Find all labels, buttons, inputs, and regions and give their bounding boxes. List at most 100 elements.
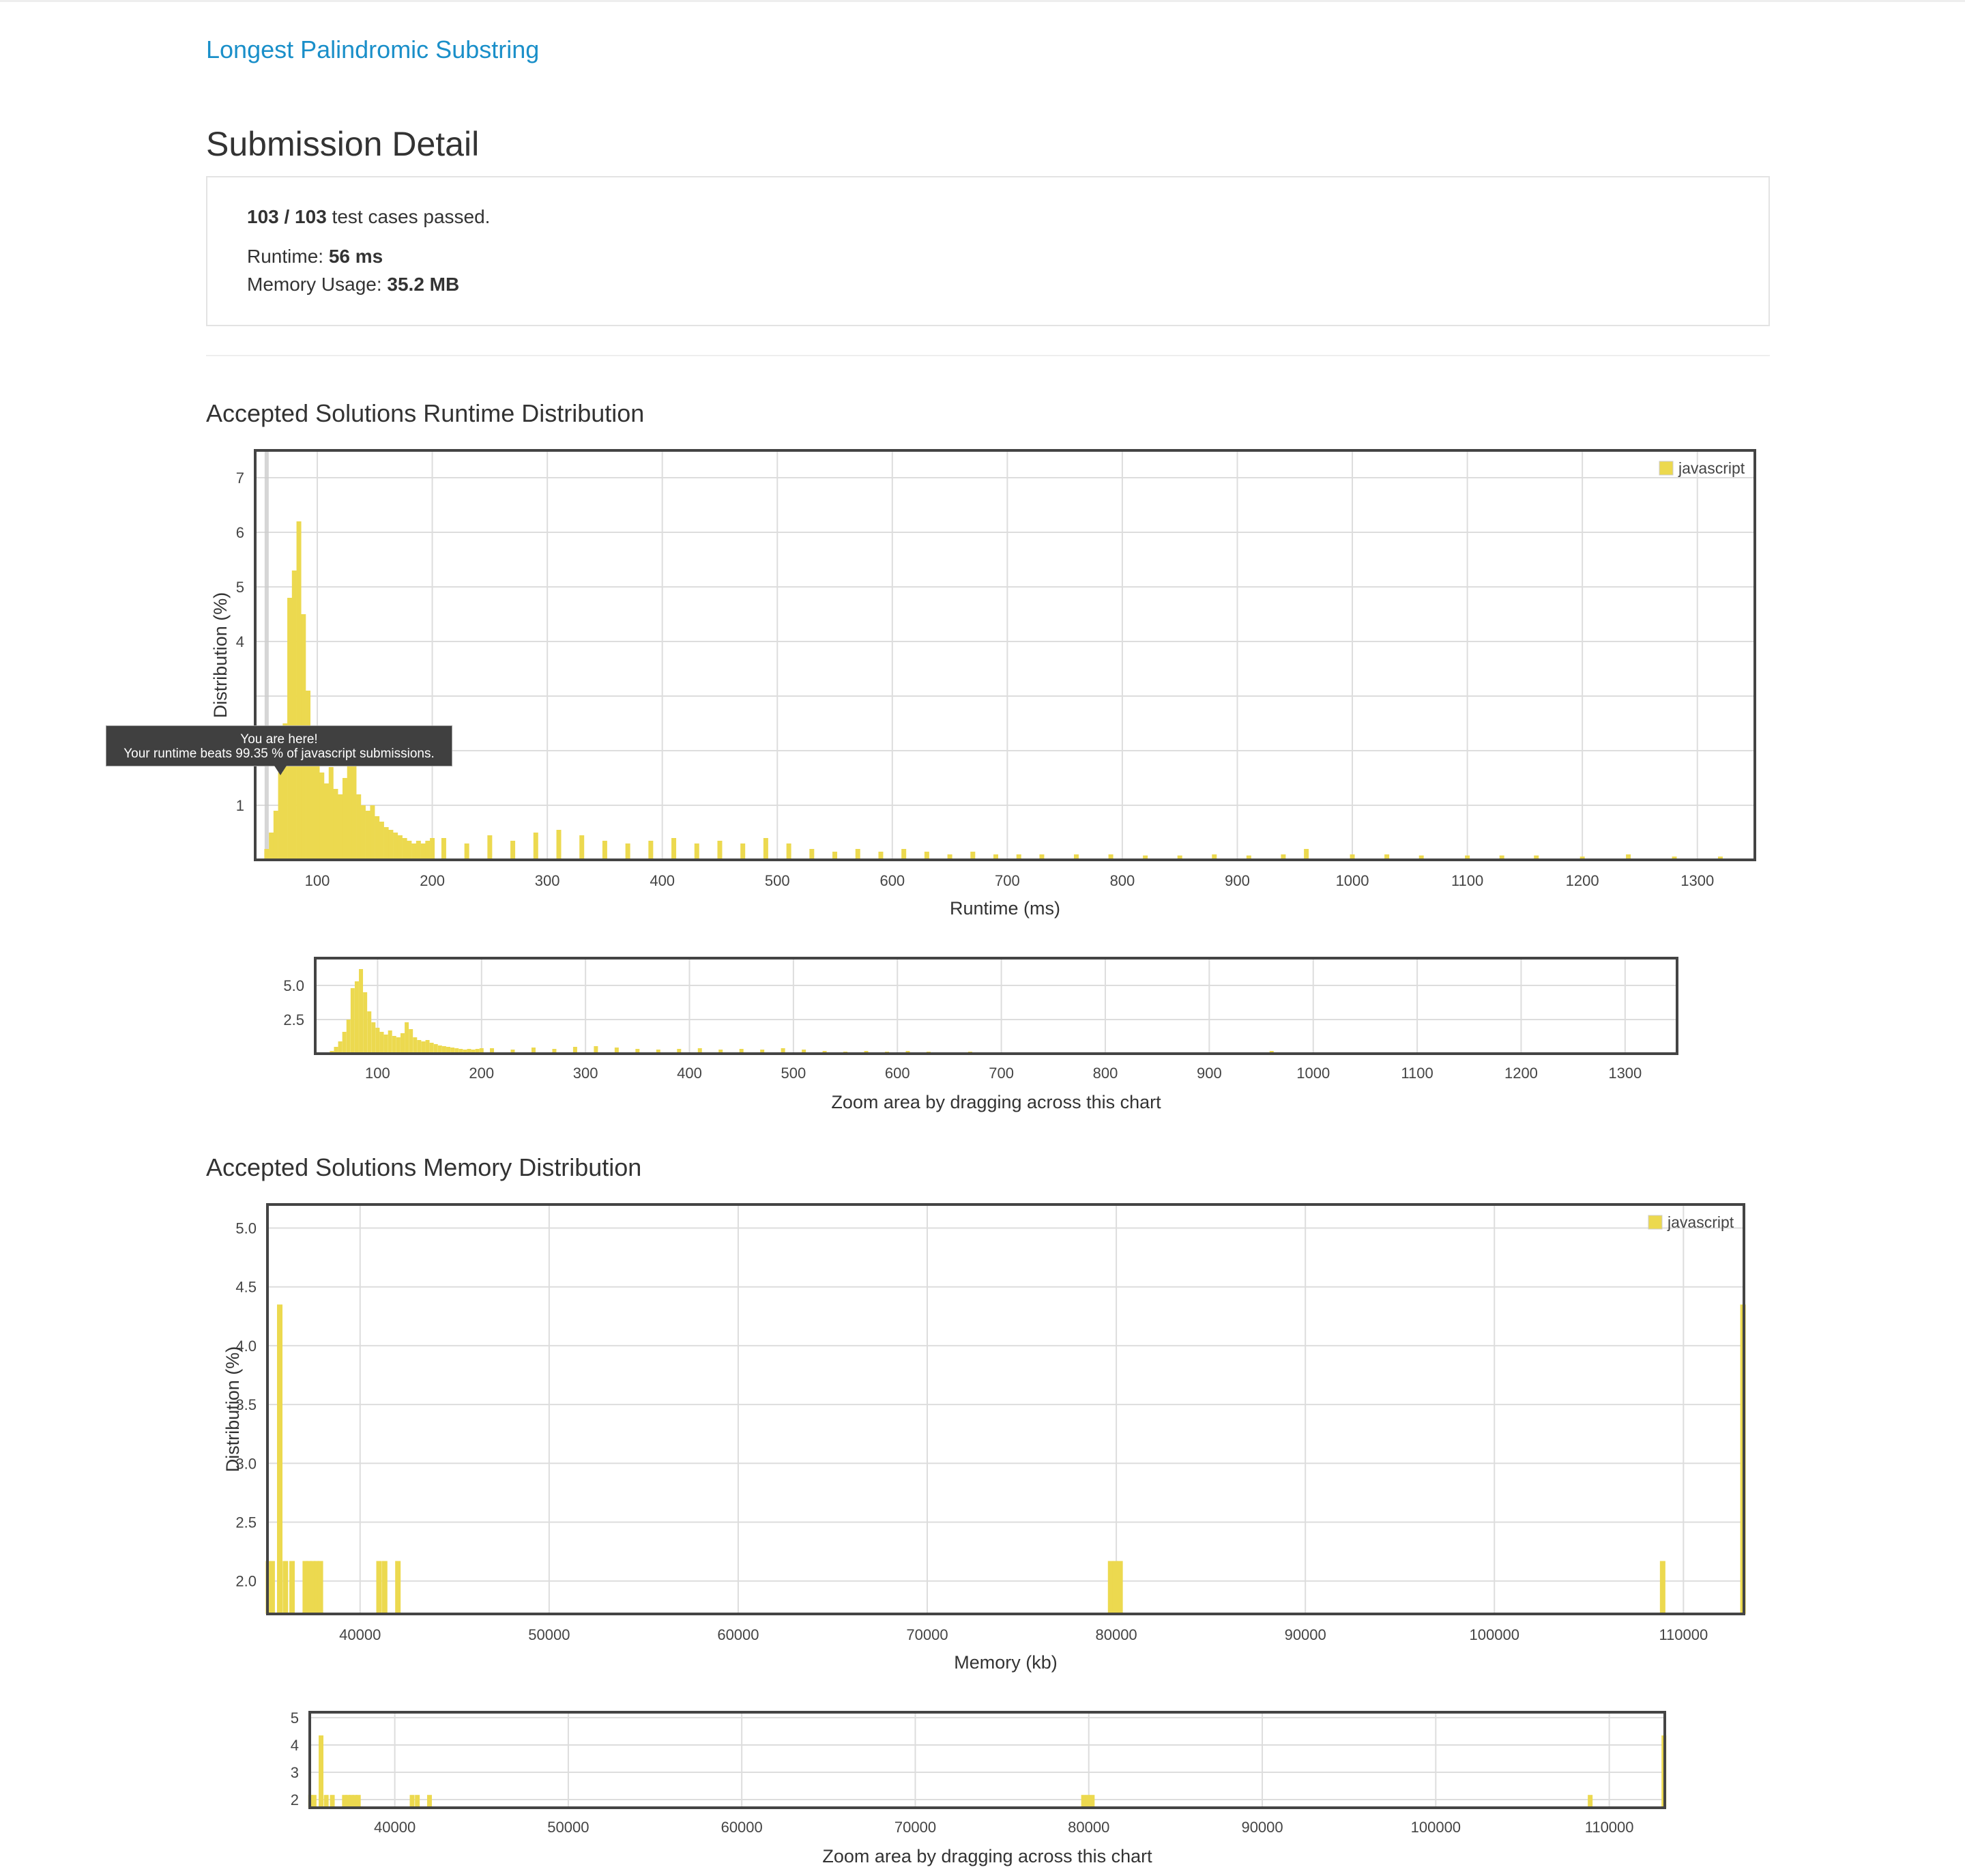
runtime-tooltip: You are here! Your runtime beats 99.35 %… [106,725,452,775]
bar [1418,855,1424,860]
bar [345,1795,351,1808]
x-tick-label: 900 [1197,1065,1222,1082]
runtime-value: 56 ms [328,246,383,267]
bar [717,841,723,860]
bar [1659,1561,1665,1614]
plot-frame [266,1203,1745,1615]
memory-section-title: Accepted Solutions Memory Distribution [206,1153,642,1181]
bar [1143,855,1148,860]
y-tick-label: 3.0 [235,1455,257,1472]
x-tick-label: 200 [469,1065,494,1082]
memory-value: 35.2 MB [387,274,460,295]
bar [359,969,364,1054]
bar [878,852,884,860]
bar [400,1033,405,1054]
memory-distribution-chart[interactable]: 40000 50000 60000 70000 80000 90000 100000 1100… [0,1191,1965,1682]
bar [379,1032,384,1054]
x-tick-label: 100 [305,872,330,889]
y-tick-label: 4 [291,1737,299,1754]
x-tick-label: 110000 [1585,1819,1634,1836]
x-tick-label: 1300 [1680,872,1714,889]
plot-frame [254,449,1756,861]
bar [1081,1795,1086,1808]
bar [393,833,398,860]
x-tick-label: 1200 [1504,1065,1538,1082]
bar [781,1048,785,1054]
x-tick-label: 40000 [339,1626,381,1643]
x-tick-label: 1300 [1608,1065,1642,1082]
x-tick-label: 400 [650,872,675,889]
bar [411,843,417,860]
y-tick-label: 4.5 [235,1279,257,1296]
bar [924,852,929,860]
bar [625,843,630,860]
bar [1112,1561,1118,1614]
bar [1304,849,1309,860]
bar [376,1561,382,1614]
bar [425,841,431,860]
bar [319,1735,324,1808]
bar [395,1561,401,1614]
bar [388,1030,392,1054]
bar [311,1795,317,1808]
bar [310,734,315,860]
runtime-zoom-chart[interactable]: 100 200 300 400 500 600 700 800 900 1000 1100 1200 1… [0,949,1965,1126]
bar [282,1561,289,1614]
runtime-distribution-chart[interactable]: 100 200 300 400 500 600 700 800 900 1000 1100 1200 1… [0,437,1965,928]
bar [351,762,357,860]
bar [409,1795,415,1808]
bar [330,1795,335,1808]
bar [510,841,516,860]
bar [319,773,325,860]
bar [350,988,355,1054]
y-tick-label: 4 [236,633,244,650]
bar [306,691,311,860]
bar [602,841,607,860]
runtime-line: Runtime: 56 ms [247,246,383,268]
x-tick-label: 40000 [374,1819,416,1836]
bar [1177,855,1182,860]
y-tick-label: 5.0 [235,1220,257,1237]
bar [375,816,380,860]
bar [510,1050,515,1054]
bar [1384,854,1390,860]
bar [718,1050,723,1054]
y-tick-label: 7 [236,470,244,487]
bar [342,1795,347,1808]
problem-title-link[interactable]: Longest Palindromic Substring [206,35,540,63]
bar [306,1561,312,1614]
bar [277,1304,283,1614]
bar [415,1795,420,1808]
submission-result-box: 103 / 103 test cases passed. Runtime: 56… [206,176,1770,326]
bar [970,852,976,860]
divider [206,355,1770,356]
bar [1534,855,1539,860]
zoom-hint: Zoom area by dragging across this chart [831,1092,1161,1112]
x-tick-label: 100000 [1411,1819,1461,1836]
bar [323,1795,329,1808]
bar [786,843,791,860]
bar [441,838,446,860]
bar [354,981,359,1054]
bar [324,783,330,860]
x-tick-label: 100 [365,1065,390,1082]
bar [446,1047,451,1054]
x-tick-label: 60000 [717,1626,759,1643]
bar [1246,855,1251,860]
y-tick-label: 2 [291,1791,299,1808]
x-tick-label: 500 [781,1065,806,1082]
memory-zoom-chart[interactable]: 40000 50000 60000 70000 80000 90000 100000 1100… [0,1703,1965,1876]
bar [832,852,838,860]
bar [1465,855,1470,860]
bar [363,992,368,1054]
x-tick-label: 700 [989,1065,1014,1082]
x-tick-label: 50000 [547,1819,589,1836]
bar [458,1049,463,1054]
bar [531,1048,536,1054]
bar [421,1041,426,1054]
x-tick-label: 1000 [1336,872,1369,889]
bar [594,1046,598,1054]
x-tick-label: 300 [573,1065,598,1082]
bar [379,822,384,860]
y-tick-label: 1 [236,797,244,814]
